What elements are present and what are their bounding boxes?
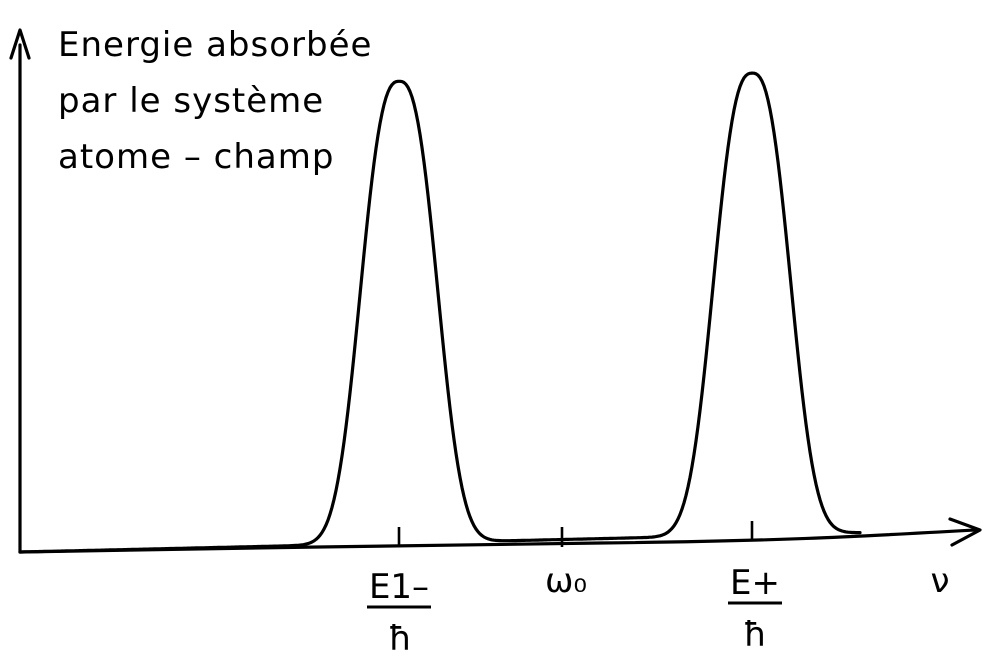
tick-label-w0: ω₀ <box>545 561 587 601</box>
y-axis-label-line-2: par le système <box>58 81 324 121</box>
y-axis-label-line-1: Energie absorbée <box>58 25 372 65</box>
tick-label-e1-denominator: ħ <box>388 619 412 659</box>
tick-label-e2-denominator: ħ <box>743 615 767 655</box>
tick-label-e2-numerator: E+ <box>730 563 780 603</box>
y-axis-label-line-3: atome – champ <box>58 137 334 177</box>
tick-label-e1-numerator: E1– <box>369 567 429 607</box>
absorption-curve <box>18 71 862 554</box>
x-axis-arrowhead <box>948 517 982 547</box>
x-axis-label: ν <box>931 561 950 601</box>
y-axis-arrowhead <box>9 28 31 60</box>
